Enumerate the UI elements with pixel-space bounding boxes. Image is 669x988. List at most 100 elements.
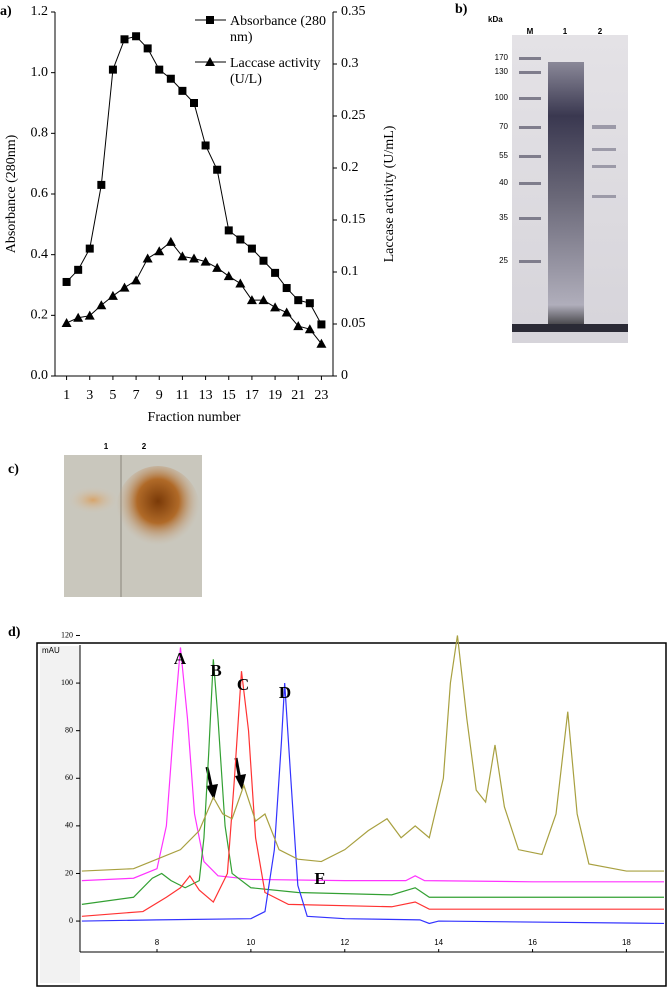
lane-label: 2 <box>142 442 147 451</box>
marker-label: 40 <box>499 178 508 187</box>
y2-axis-label: Laccase activity (U/mL) <box>382 125 397 262</box>
x-tick-label: 13 <box>199 388 213 403</box>
x-tick-label: 12 <box>340 938 349 947</box>
marker-square <box>143 44 152 53</box>
peak-label: D <box>279 683 291 702</box>
gel-lane <box>548 62 584 332</box>
marker-triangle <box>200 256 211 266</box>
marker-square <box>317 320 326 329</box>
y2-tick-label: 0.3 <box>341 56 359 71</box>
x-tick-label: 23 <box>314 388 328 403</box>
x-tick-label: 1 <box>63 388 70 403</box>
marker-triangle <box>177 251 188 261</box>
marker-square <box>201 141 210 150</box>
marker-square <box>305 299 314 308</box>
marker-triangle <box>304 324 315 334</box>
marker-label: 100 <box>495 93 509 102</box>
peak-label: A <box>174 649 187 668</box>
x-tick-label: 5 <box>109 388 116 403</box>
gel-front <box>512 324 628 332</box>
marker-triangle <box>96 300 107 310</box>
y-tick-label: 20 <box>65 868 73 877</box>
y-tick-label: 1.0 <box>31 65 49 80</box>
marker-square <box>259 256 268 265</box>
marker-square <box>178 86 187 95</box>
y2-tick-label: 0.1 <box>341 264 359 279</box>
arrow-heads <box>206 774 246 800</box>
marker-triangle <box>258 295 269 305</box>
marker-triangle <box>84 310 95 320</box>
x-tick-label: 9 <box>156 388 163 403</box>
lane-label: 1 <box>104 442 109 451</box>
marker-square <box>247 244 256 253</box>
legend-entry: Laccase activity (U/L) <box>230 56 321 87</box>
lane-label: 2 <box>598 27 603 36</box>
y-tick-label: 40 <box>65 821 73 830</box>
panel-label: d) <box>8 625 21 640</box>
series-line <box>81 647 664 883</box>
y2-tick-label: 0.25 <box>341 108 366 123</box>
marker-square <box>190 99 198 107</box>
panel-b: b) kDa M 1 2 170 130 100 70 55 40 35 25 <box>455 2 628 343</box>
legend-entry: Absorbance (280 nm) <box>230 14 327 45</box>
marker-triangle <box>189 253 199 263</box>
marker-label: 35 <box>499 213 508 222</box>
y2-tick-label: 0.05 <box>341 316 366 331</box>
marker-triangle <box>246 295 257 305</box>
series-line <box>81 635 664 872</box>
marker-triangle <box>223 271 234 281</box>
marker-triangle <box>212 262 223 272</box>
marker-square <box>294 296 303 305</box>
series-line <box>81 683 665 925</box>
y-tick-label: 100 <box>61 678 73 687</box>
marker-square <box>213 165 222 174</box>
marker-label: 70 <box>499 122 508 131</box>
panel-label: b) <box>455 2 468 17</box>
panel-label: a) <box>0 4 12 19</box>
y2-tick-label: 0.15 <box>341 212 366 227</box>
lane-label: M <box>527 27 534 36</box>
frame <box>36 642 667 987</box>
marker-triangle <box>142 253 153 263</box>
marker-square <box>62 277 71 286</box>
y-tick-label: 80 <box>65 726 73 735</box>
y-tick-label: 0.8 <box>31 126 49 141</box>
y2-tick-label: 0.2 <box>341 160 359 175</box>
marker-bands <box>519 57 541 263</box>
y-tick-label: 0.0 <box>31 368 49 383</box>
marker-square <box>271 268 280 277</box>
y-tick-label: 0.2 <box>31 308 49 323</box>
series-line <box>81 659 664 905</box>
marker-square <box>282 284 291 293</box>
y-tick-label: 120 <box>61 630 73 639</box>
panel-c: c) 1 2 <box>8 442 202 597</box>
x-tick-label: 17 <box>245 388 259 403</box>
marker-square <box>120 35 129 44</box>
marker-square <box>85 244 94 253</box>
panel-d: d) mAU 0 20 40 60 80 100 120 8 10 12 14 16 18 A BC D E <box>8 625 667 987</box>
marker-square <box>236 235 245 244</box>
x-tick-label: 10 <box>246 938 255 947</box>
y-axis-label: Absorbance (280nm) <box>4 134 19 253</box>
x-tick-label: 21 <box>291 388 305 403</box>
y-tick-label: 1.2 <box>31 4 49 19</box>
marker-triangle <box>270 302 281 312</box>
y-tick-label: 0.6 <box>31 186 49 201</box>
lane-2-bands <box>592 125 616 198</box>
peak-label: B <box>210 661 221 680</box>
x-tick-label: 16 <box>528 938 537 947</box>
legend-marker <box>205 57 215 66</box>
y2-tick-label: 0.35 <box>341 4 366 19</box>
marker-triangle <box>293 321 304 331</box>
marker-triangle <box>154 246 165 256</box>
marker-label: 130 <box>495 67 509 76</box>
series-line <box>81 671 664 917</box>
marker-square <box>97 180 106 189</box>
peak-label: C <box>237 675 249 694</box>
x-tick-label: 7 <box>133 388 140 403</box>
marker-square <box>155 65 164 74</box>
marker-square <box>108 65 117 74</box>
y-axis-label: mAU <box>42 646 60 655</box>
marker-square <box>224 226 233 235</box>
marker-triangle <box>235 278 246 288</box>
